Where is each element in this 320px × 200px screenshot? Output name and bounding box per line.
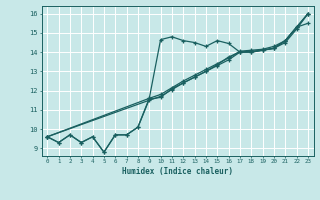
X-axis label: Humidex (Indice chaleur): Humidex (Indice chaleur) xyxy=(122,167,233,176)
